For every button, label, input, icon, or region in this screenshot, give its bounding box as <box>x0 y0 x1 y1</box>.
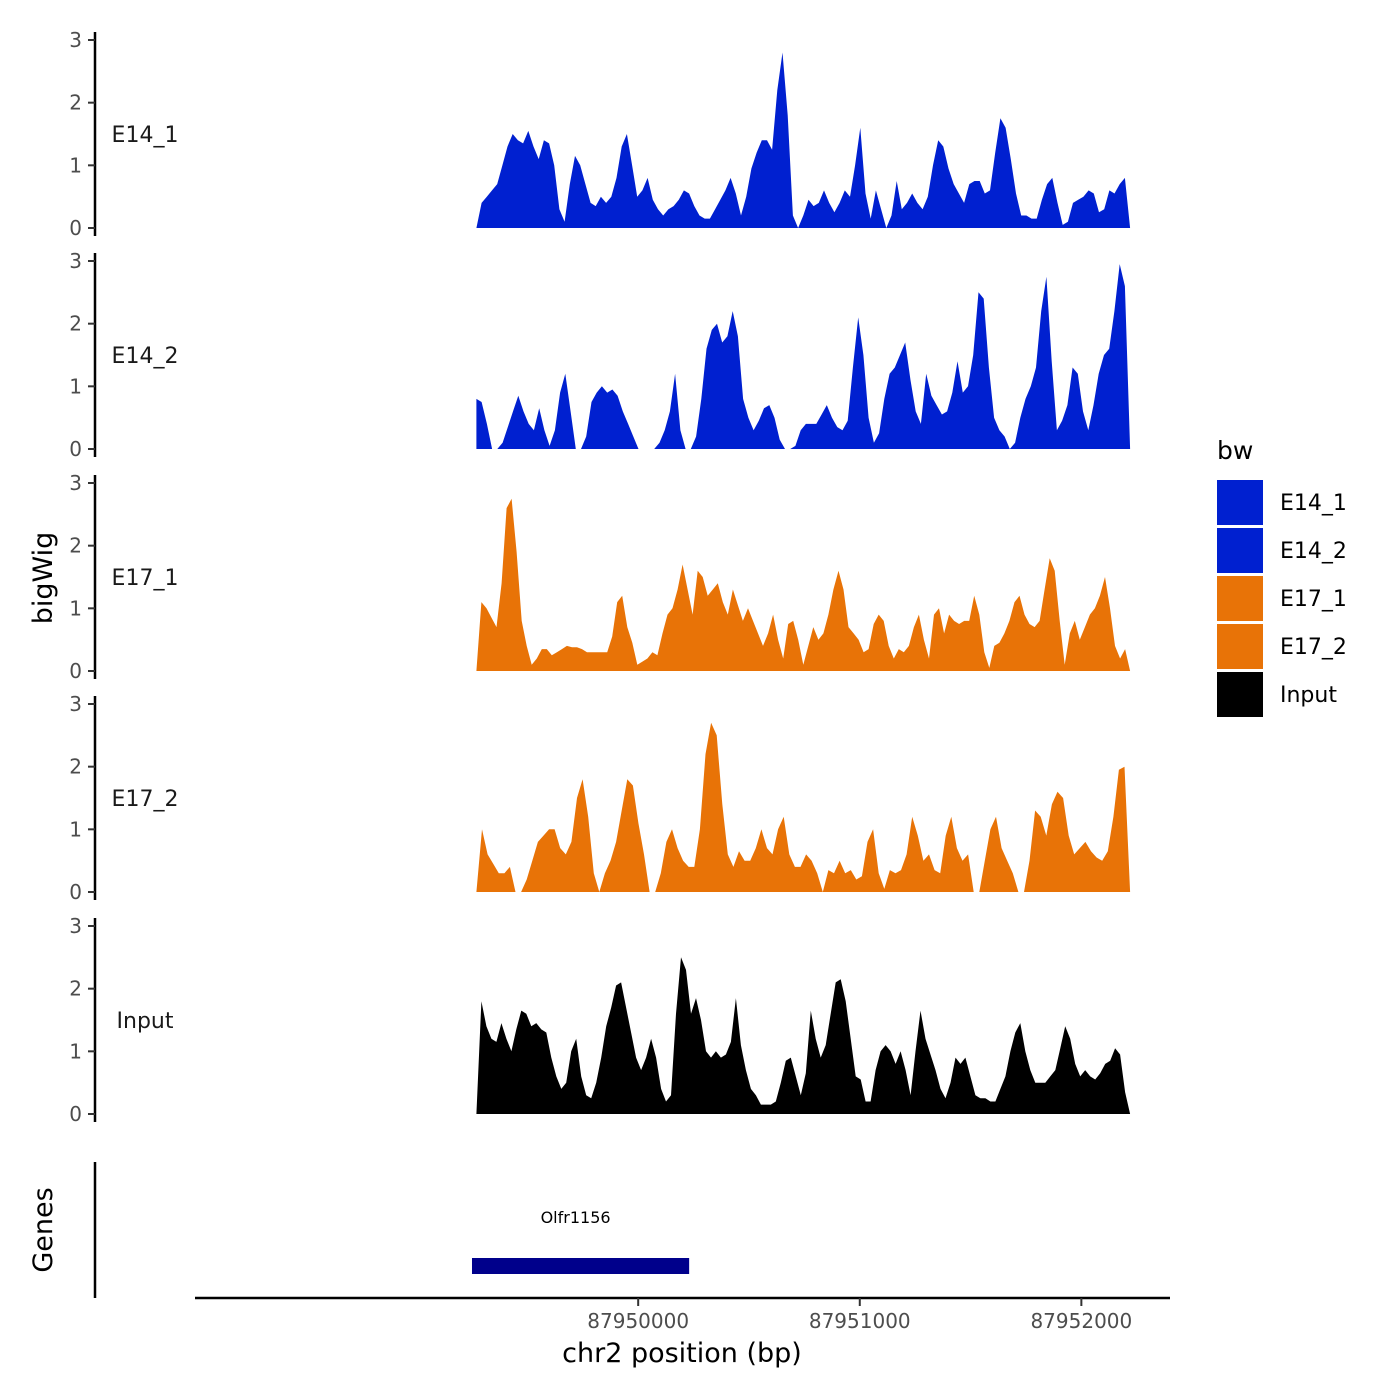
track-E14_2: 0 1 2 3 E14_2 <box>69 249 1131 461</box>
tracks-group: 0 1 2 3 E14_1 0 1 2 3 E14_2 0 1 2 3 E17_1 0 1 2 3 E17_2 0 1 2 3… <box>69 28 1131 1126</box>
track-label: E17_2 <box>112 787 179 812</box>
coverage-area-E17_2 <box>476 722 1131 892</box>
y-tick-label: 1 <box>69 1039 82 1063</box>
y-tick-label: 1 <box>69 374 82 398</box>
gene-label: Olfr1156 <box>541 1208 611 1227</box>
y-tick-label: 1 <box>69 596 82 620</box>
x-tick-label: 87952000 <box>1030 1309 1132 1333</box>
track-Input: 0 1 2 3 Input <box>69 914 1131 1126</box>
track-label: E17_1 <box>112 566 179 591</box>
legend-label: E17_2 <box>1280 635 1347 660</box>
y-tick-label: 1 <box>69 817 82 841</box>
y-tick-label: 2 <box>69 91 82 115</box>
y-tick-label: 2 <box>69 977 82 1001</box>
y-tick-label: 0 <box>69 1102 82 1126</box>
y-tick-label: 0 <box>69 216 82 240</box>
y-tick-label: 0 <box>69 880 82 904</box>
y-tick-label: 3 <box>69 249 82 273</box>
legend: bw E14_1 E14_2 E17_1 E17_2 Input <box>1217 436 1347 717</box>
x-axis: 87950000 87951000 87952000 <box>195 1296 1170 1333</box>
track-label: E14_2 <box>112 344 179 369</box>
x-tick-label: 87951000 <box>809 1309 911 1333</box>
track-E17_1: 0 1 2 3 E17_1 <box>69 471 1131 683</box>
track-E17_2: 0 1 2 3 E17_2 <box>69 692 1131 904</box>
coverage-area-E14_1 <box>476 52 1131 228</box>
legend-swatch <box>1217 624 1263 669</box>
y-tick-label: 2 <box>69 312 82 336</box>
y-tick-label: 3 <box>69 28 82 52</box>
y-axis-title: bigWig <box>28 532 59 625</box>
legend-label: E14_1 <box>1280 491 1347 516</box>
y-tick-label: 0 <box>69 659 82 683</box>
legend-label: E17_1 <box>1280 587 1347 612</box>
y-tick-label: 1 <box>69 153 82 177</box>
y-tick-label: 2 <box>69 534 82 558</box>
legend-title: bw <box>1217 436 1253 465</box>
x-axis-title: chr2 position (bp) <box>562 1338 802 1369</box>
legend-swatch <box>1217 576 1263 621</box>
coverage-area-E17_1 <box>476 498 1131 671</box>
coverage-area-E14_2 <box>476 264 1131 449</box>
genes-title: Genes <box>28 1187 59 1272</box>
legend-label: Input <box>1280 683 1337 708</box>
track-E14_1: 0 1 2 3 E14_1 <box>69 28 1131 240</box>
y-tick-label: 2 <box>69 755 82 779</box>
x-tick-label: 87950000 <box>587 1309 689 1333</box>
coverage-area-Input <box>476 957 1131 1114</box>
y-tick-label: 3 <box>69 692 82 716</box>
legend-swatch <box>1217 528 1263 573</box>
legend-label: E14_2 <box>1280 539 1347 564</box>
track-label: E14_1 <box>112 123 179 148</box>
genes-panel: Genes Olfr1156 <box>28 1162 690 1298</box>
y-tick-label: 3 <box>69 914 82 938</box>
y-tick-label: 0 <box>69 437 82 461</box>
y-tick-label: 3 <box>69 471 82 495</box>
track-label: Input <box>117 1009 174 1034</box>
legend-swatch <box>1217 480 1263 525</box>
gene-body <box>471 1258 690 1274</box>
legend-swatch <box>1217 672 1263 717</box>
